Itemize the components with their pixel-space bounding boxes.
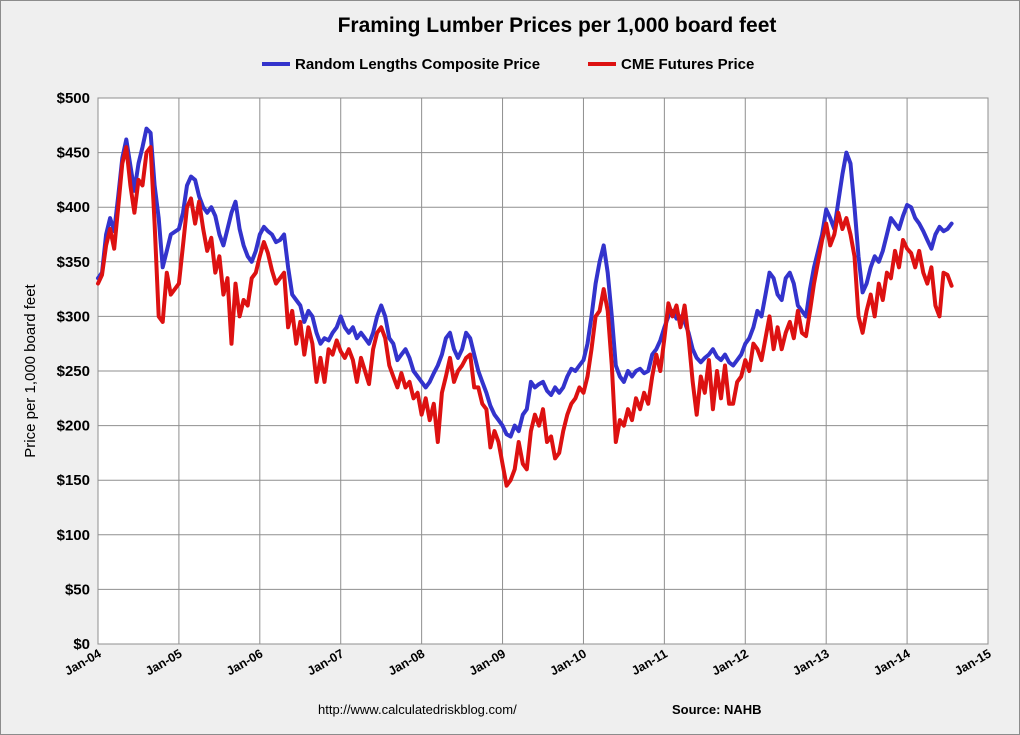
y-tick-label: $400 [57,199,90,216]
y-tick-label: $100 [57,527,90,544]
y-tick-label: $200 [57,418,90,435]
y-tick-label: $0 [73,636,90,653]
y-axis-ticks: $0 $50 $100 $150 $200 $250 $300 $350 $400 $450 $50… [57,90,90,653]
x-tick-label: Jan-10 [548,646,589,678]
legend-label-cme-futures: CME Futures Price [621,56,754,73]
y-tick-label: $500 [57,90,90,107]
y-tick-label: $300 [57,308,90,325]
legend-label-random-lengths: Random Lengths Composite Price [295,56,540,73]
footer-source: Source: NAHB [672,702,762,717]
y-tick-label: $450 [57,145,90,162]
chart-title: Framing Lumber Prices per 1,000 board fe… [338,14,777,37]
series-line-random-lengths [96,126,954,439]
y-tick-label: $50 [65,581,90,598]
x-tick-label: Jan-15 [952,646,993,678]
x-tick-label: Jan-06 [224,646,265,678]
x-tick-label: Jan-12 [709,646,750,678]
x-tick-label: Jan-05 [143,646,184,678]
grid-lines [97,97,989,645]
y-tick-label: $350 [57,254,90,271]
x-tick-label: Jan-09 [467,646,508,678]
y-tick-label: $150 [57,472,90,489]
x-tick-label: Jan-08 [386,646,427,678]
legend: Random Lengths Composite Price CME Futur… [262,56,754,73]
x-tick-label: Jan-14 [871,646,912,678]
y-axis-label: Price per 1,000 board feet [22,283,39,457]
x-axis-ticks: Jan-04 Jan-05 Jan-06 Jan-07 Jan-08 Jan-09 Jan-… [62,646,993,678]
x-tick-label: Jan-13 [790,646,831,678]
x-tick-label: Jan-11 [629,646,670,678]
x-tick-label: Jan-07 [305,646,346,678]
y-tick-label: $250 [57,363,90,380]
series-lines [96,126,954,488]
footer-url: http://www.calculatedriskblog.com/ [318,702,517,717]
series-line-cme-futures [96,145,954,488]
